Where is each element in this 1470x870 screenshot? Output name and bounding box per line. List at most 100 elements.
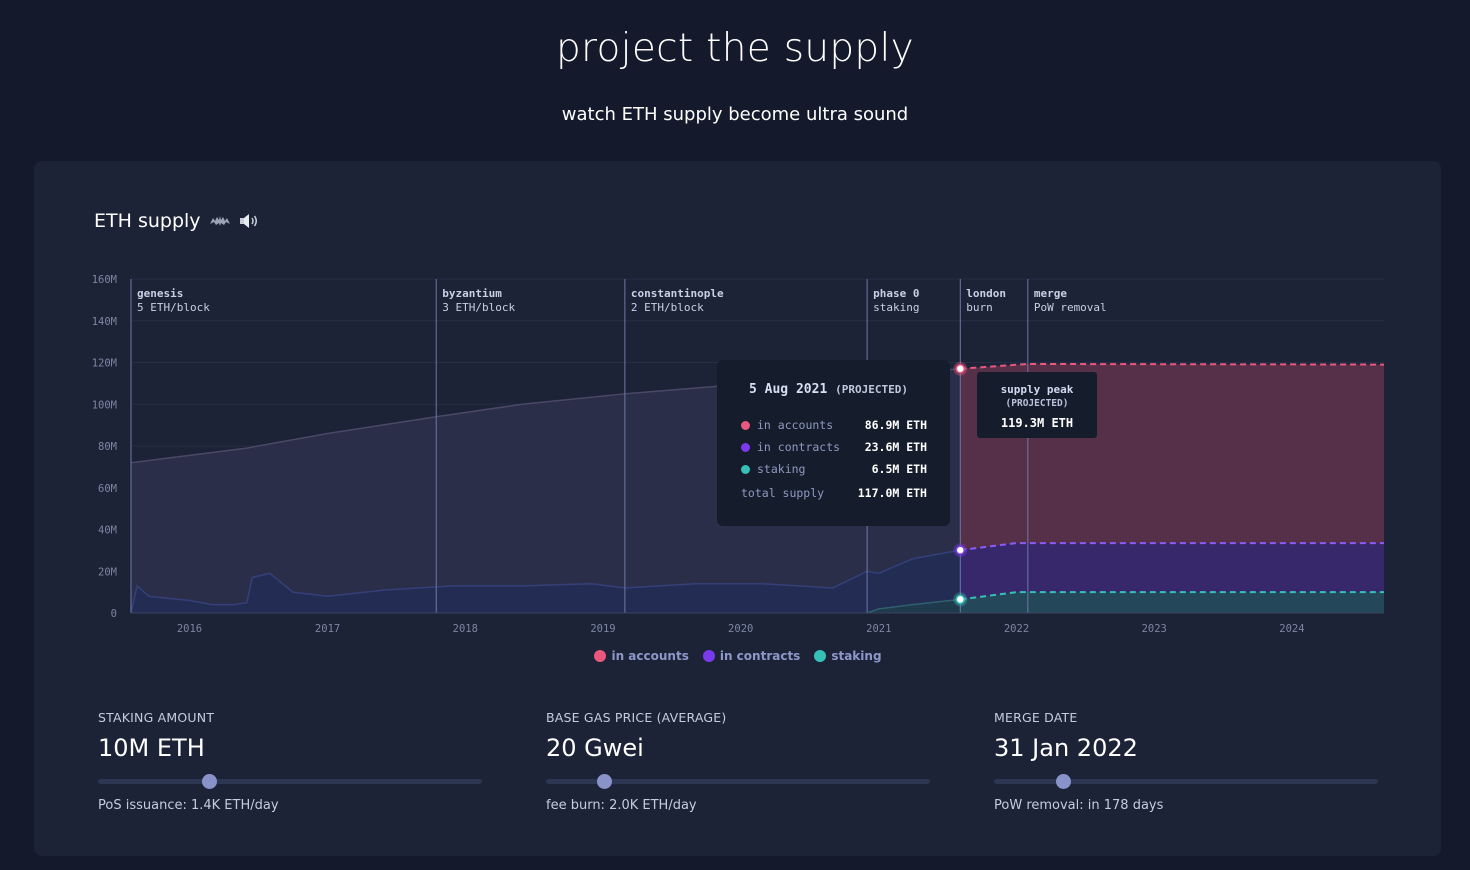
legend-item-accounts[interactable]: in accounts — [594, 649, 689, 663]
tooltip-row-label: in accounts — [757, 418, 834, 432]
event-detail: PoW removal — [1034, 301, 1107, 314]
staking-dot — [741, 464, 750, 474]
x-tick-label: 2019 — [590, 623, 615, 635]
x-tick-label: 2024 — [1279, 623, 1304, 635]
supply-peak-value: 119.3M ETH — [1000, 416, 1074, 430]
bat-icon — [209, 212, 231, 230]
x-tick-label: 2016 — [177, 623, 202, 635]
tooltip-row-value: 23.6M ETH — [864, 440, 927, 454]
x-tick-label: 2021 — [866, 623, 891, 635]
tooltip-date: 5 Aug 2021 (PROJECTED) — [749, 382, 908, 397]
gas-price-label: BASE GAS PRICE (AVERAGE) — [546, 710, 727, 725]
event-detail: 5 ETH/block — [137, 301, 210, 314]
speaker-icon — [239, 212, 261, 230]
y-tick-label: 0 — [111, 608, 117, 620]
y-tick-label: 120M — [92, 358, 117, 370]
x-tick-label: 2020 — [728, 623, 753, 635]
event-detail: staking — [873, 301, 919, 314]
contracts-dot — [741, 442, 750, 452]
y-tick-label: 160M — [92, 274, 117, 286]
event-detail: 2 ETH/block — [631, 301, 704, 314]
marker-accounts — [955, 364, 966, 374]
gas-price-slider[interactable] — [546, 774, 930, 789]
event-name: london — [966, 287, 1006, 300]
legend-dot-staking — [814, 650, 827, 662]
line-historical-staking — [866, 598, 961, 614]
marker-contracts — [955, 545, 966, 555]
x-tick-label: 2022 — [1004, 623, 1029, 635]
tooltip-row-accounts: in accounts 86.9M ETH — [741, 418, 927, 432]
area-historical-contracts — [131, 550, 961, 613]
line-projected-staking — [960, 591, 1384, 601]
line-projected-contracts — [960, 542, 1384, 552]
legend-label: in accounts — [611, 649, 689, 663]
page-title: project the supply — [555, 26, 915, 71]
supply-peak-label: supply peak (PROJECTED) 119.3M ETH — [977, 372, 1097, 438]
chart-heading-label: ETH supply — [94, 210, 201, 232]
tooltip-date-value: 5 Aug 2021 — [749, 382, 828, 397]
line-historical-contracts — [130, 549, 961, 614]
tooltip-total-value: 117.0M ETH — [857, 486, 927, 500]
gas-price-note: fee burn: 2.0K ETH/day — [546, 798, 697, 813]
merge-date-control: MERGE DATE 31 Jan 2022 PoW removal: in 1… — [994, 710, 1384, 813]
y-tick-label: 40M — [98, 525, 117, 537]
merge-date-value: 31 Jan 2022 — [994, 734, 1138, 762]
tooltip-total-label: total supply — [741, 486, 825, 500]
chart-heading: ETH supply — [94, 210, 261, 232]
gas-price-value: 20 Gwei — [546, 734, 644, 762]
area-projected-staking — [960, 592, 1384, 613]
chart-markers — [953, 361, 968, 607]
tooltip-row-label: in contracts — [757, 440, 841, 454]
event-detail: 3 ETH/block — [442, 301, 515, 314]
tooltip-row-staking: staking 6.5M ETH — [741, 462, 927, 476]
legend-label: staking — [831, 649, 882, 663]
event-name: phase 0 — [873, 287, 919, 300]
tooltip-row-total: total supply 117.0M ETH — [741, 486, 927, 500]
event-name: genesis — [137, 287, 183, 300]
staking-amount-value: 10M ETH — [98, 734, 205, 762]
y-tick-label: 20M — [98, 566, 117, 578]
tooltip-row-value: 6.5M ETH — [871, 462, 927, 476]
legend-item-staking[interactable]: staking — [814, 649, 882, 663]
slider-thumb[interactable] — [596, 774, 612, 789]
legend-dot-accounts — [594, 650, 607, 662]
staking-amount-note: PoS issuance: 1.4K ETH/day — [98, 798, 279, 813]
event-name: constantinople — [631, 287, 724, 300]
staking-amount-control: STAKING AMOUNT 10M ETH PoS issuance: 1.4… — [98, 710, 488, 813]
chart-axes: 0 20M 40M 60M 80M 100M 120M 140M 160M 2016 2017 201… — [92, 274, 1384, 635]
staking-amount-label: STAKING AMOUNT — [98, 710, 215, 725]
staking-amount-slider[interactable] — [98, 774, 482, 789]
line-projected-accounts — [960, 362, 1385, 370]
supply-peak-title: supply peak — [1000, 383, 1074, 396]
x-tick-label: 2017 — [315, 623, 340, 635]
merge-date-label: MERGE DATE — [994, 710, 1078, 725]
y-tick-label: 60M — [98, 483, 117, 495]
tooltip-row-label: staking — [757, 462, 806, 476]
slider-thumb[interactable] — [202, 774, 218, 789]
x-tick-label: 2018 — [453, 623, 478, 635]
event-detail: burn — [966, 301, 993, 314]
page-subtitle: watch ETH supply become ultra sound — [561, 104, 909, 125]
tooltip-row-value: 86.9M ETH — [864, 418, 927, 432]
supply-peak-qualifier: (PROJECTED) — [1005, 398, 1069, 409]
y-tick-label: 100M — [92, 399, 117, 411]
area-historical-staking — [867, 599, 961, 613]
merge-date-slider[interactable] — [994, 774, 1378, 789]
tooltip-row-contracts: in contracts 23.6M ETH — [741, 440, 927, 454]
y-tick-label: 140M — [92, 316, 117, 328]
chart-tooltip: 5 Aug 2021 (PROJECTED) in accounts 86.9M… — [717, 360, 950, 526]
merge-date-note: PoW removal: in 178 days — [994, 798, 1164, 813]
marker-staking — [955, 594, 966, 605]
gas-price-control: BASE GAS PRICE (AVERAGE) 20 Gwei fee bur… — [546, 710, 936, 813]
legend-item-contracts[interactable]: in contracts — [702, 649, 801, 663]
slider-thumb[interactable] — [1056, 774, 1072, 789]
x-tick-label: 2023 — [1142, 623, 1167, 635]
tooltip-qualifier: (PROJECTED) — [835, 383, 908, 396]
event-name: merge — [1034, 287, 1067, 300]
legend-label: in contracts — [719, 649, 801, 663]
y-tick-label: 80M — [98, 441, 117, 453]
accounts-dot — [741, 420, 750, 430]
event-name: byzantium — [442, 287, 502, 300]
chart-legend: in accounts in contracts staking — [0, 649, 1470, 663]
